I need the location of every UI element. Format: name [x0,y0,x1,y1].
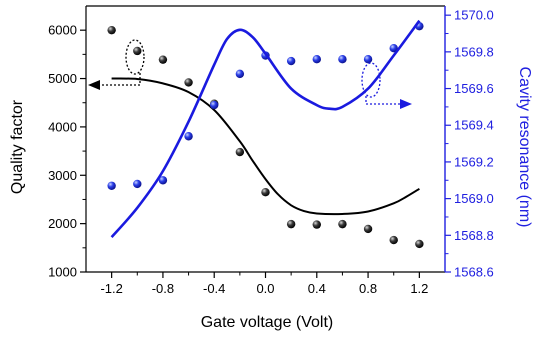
left-data-point [133,46,142,56]
y-right-tick-label: 1568.8 [454,228,494,243]
y-right-tick-label: 1569.2 [454,154,494,169]
x-axis-label: Gate voltage (Volt) [201,314,334,331]
plot-area [107,19,424,249]
x-tick-label: 0.8 [359,281,377,296]
right-data-point [210,100,219,110]
y-right-tick-label: 1569.6 [454,81,494,96]
x-tick-label: 1.2 [410,281,428,296]
y-axis-right-label: Cavity resonance (nm) [516,67,533,228]
right-data-point [363,55,373,64]
right-data-point [338,55,347,64]
y-left-tick-label: 6000 [48,23,77,38]
y-right-tick-label: 1570.0 [454,8,494,23]
left-arrowhead [88,80,100,90]
left-fit-line [111,77,420,216]
left-data-point [261,188,270,197]
x-tick-label: 0.4 [308,281,326,296]
y-right-tick-label: 1569.0 [454,191,494,206]
x-tick-label: -0.8 [152,281,174,296]
y-right-tick-label: 1569.4 [454,118,494,133]
right-data-point [158,176,168,185]
left-data-point [107,25,116,35]
annotations [88,39,412,109]
left-data-point [286,219,296,229]
left-series-ellipse [125,39,145,75]
left-data-point [312,220,321,229]
right-data-point [312,55,321,64]
y-left-tick-label: 2000 [48,216,77,231]
x-tick-label: -1.2 [100,281,122,296]
left-series-arrow-line [100,73,141,86]
right-data-point [184,132,193,141]
right-series-arrow-line [365,96,400,105]
left-data-point [338,219,347,229]
right-arrowhead [400,99,412,109]
x-tick-label: 0.0 [256,281,274,296]
left-data-point [158,55,168,64]
y-left-tick-label: 5000 [48,71,77,86]
y-right-tick-label: 1569.8 [454,44,494,59]
left-data-point [235,147,245,157]
left-data-point [184,78,193,87]
y-left-tick-label: 4000 [48,119,77,134]
right-data-point [107,181,116,190]
x-tick-label: -0.4 [203,281,225,296]
y-left-tick-label: 3000 [48,168,77,183]
y-right-tick-label: 1568.6 [454,265,494,280]
left-data-point [389,235,398,245]
right-series-ellipse [361,62,381,98]
left-data-point [363,224,373,234]
y-left-tick-label: 1000 [48,265,77,280]
left-data-point [415,239,424,249]
right-data-point [235,69,245,79]
right-fit-line [110,19,421,238]
y-axis-left-label: Quality factor [9,99,26,194]
right-data-point [389,43,398,53]
right-data-point [286,56,296,66]
axes: -1.2 -0.8 -0.4 0.0 0.4 0.8 1.2 1000 2000 3000 4000… [48,5,494,296]
right-data-point [133,179,142,189]
